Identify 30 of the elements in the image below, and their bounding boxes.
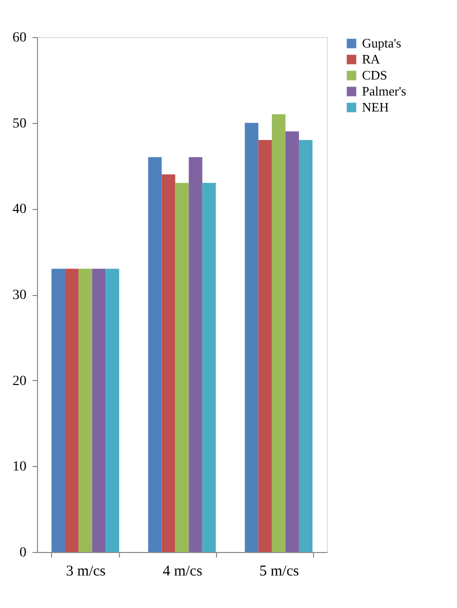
bar bbox=[65, 268, 79, 552]
bar bbox=[175, 182, 189, 552]
bar bbox=[148, 157, 162, 552]
legend-label: RA bbox=[362, 52, 381, 66]
y-tick-label: 20 bbox=[12, 374, 26, 389]
bar bbox=[258, 140, 272, 552]
bar bbox=[92, 268, 106, 552]
bar bbox=[285, 131, 299, 552]
y-tick-label: 50 bbox=[12, 116, 26, 132]
legend-label: NEH bbox=[362, 100, 389, 114]
y-tick-label: 40 bbox=[12, 202, 26, 218]
legend-label: CDS bbox=[362, 68, 388, 82]
x-tick-label: 5 m/cs bbox=[259, 564, 300, 580]
bar bbox=[106, 268, 120, 552]
bar bbox=[244, 122, 258, 552]
y-tick-label: 30 bbox=[12, 288, 26, 303]
y-tick-label: 60 bbox=[12, 30, 26, 46]
y-tick-label: 0 bbox=[20, 546, 26, 560]
bar bbox=[188, 157, 202, 552]
legend-label: Gupta's bbox=[362, 36, 402, 50]
x-tick-label: 3 m/cs bbox=[66, 564, 106, 580]
y-tick-label: 10 bbox=[12, 460, 26, 475]
bar bbox=[298, 140, 312, 552]
bar bbox=[52, 268, 66, 552]
x-tick-label: 4 m/cs bbox=[162, 564, 202, 580]
bar bbox=[272, 114, 286, 552]
bar bbox=[202, 182, 216, 552]
legend-label: Palmer's bbox=[362, 84, 406, 98]
bar bbox=[162, 174, 176, 552]
bar bbox=[78, 268, 92, 552]
